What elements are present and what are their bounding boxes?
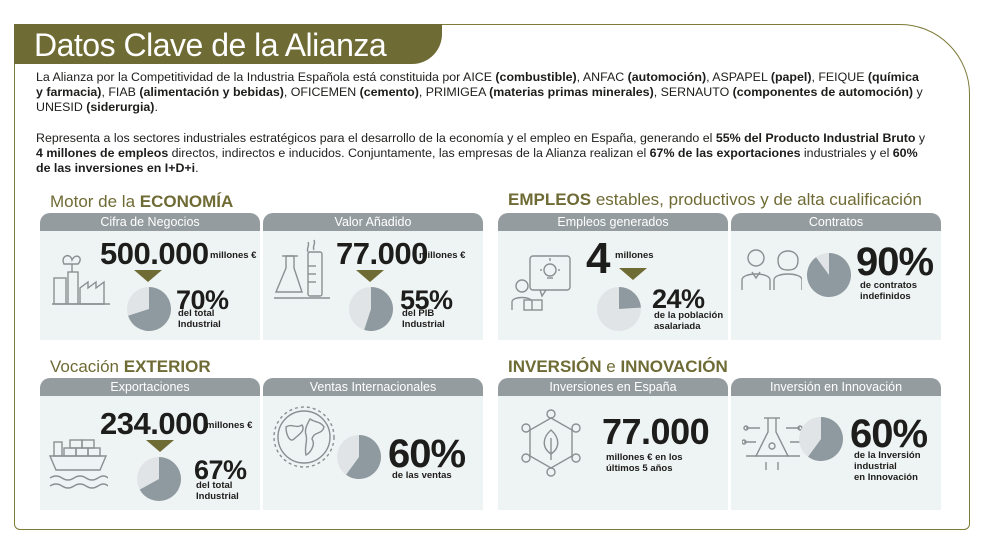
value-exportaciones: 234.000 bbox=[100, 406, 209, 441]
unit-empleos-generados: millones bbox=[615, 250, 654, 261]
tab-cifra-negocios: Cifra de Negocios bbox=[40, 213, 260, 231]
section-title-empleos: EMPLEOS estables, productivos y de alta … bbox=[508, 190, 922, 209]
pie-slice bbox=[807, 253, 851, 297]
value-cifra-negocios: 500.000 bbox=[100, 236, 209, 271]
section-title-economia: Motor de la ECONOMÍA bbox=[50, 192, 234, 211]
pie-slice bbox=[619, 287, 641, 309]
intro-text-run: Representa a los sectores industriales e… bbox=[36, 131, 716, 145]
sub-contratos: de contratos indefinidos bbox=[860, 280, 918, 302]
unit-valor-anadido: millones € bbox=[419, 250, 466, 261]
pct-contratos: 90% bbox=[856, 240, 934, 284]
pie-inversion-innovacion bbox=[799, 417, 843, 461]
intro-paragraph-1: La Alianza por la Competitividad de la I… bbox=[36, 70, 926, 115]
pct-inversion-innovacion: 60% bbox=[850, 412, 928, 456]
circuit-flask-icon bbox=[742, 417, 804, 470]
pointer-triangle bbox=[356, 270, 384, 282]
pie-slice bbox=[128, 287, 171, 331]
value-inversiones-espana: 77.000 bbox=[602, 411, 710, 452]
tab-inversiones-espana: Inversiones en España bbox=[498, 378, 728, 396]
intro-text-run: , OFICEMEN bbox=[283, 85, 360, 99]
pie-valor-anadido bbox=[349, 287, 393, 331]
pct-valor-anadido: 55% bbox=[400, 285, 453, 315]
intro-text-run: , PRIMIGEA bbox=[418, 85, 490, 99]
pct-empleos-generados: 24% bbox=[652, 284, 705, 314]
pointer-triangle bbox=[619, 268, 647, 280]
intro-text-run: y UNESID bbox=[36, 85, 923, 114]
intro-bold-run: (materias primas minerales) bbox=[489, 85, 654, 99]
intro-bold-run: (cemento) bbox=[359, 85, 419, 99]
intro-text-run: . bbox=[154, 100, 158, 114]
pie-slice bbox=[139, 457, 181, 501]
intro-bold-run: 55% del Producto Industrial Bruto bbox=[715, 131, 916, 145]
idea-worker-icon bbox=[511, 255, 571, 311]
sub-exportaciones: del total Industrial bbox=[196, 480, 239, 502]
intro-bold-run: (siderurgia) bbox=[86, 100, 155, 114]
pointer-triangle bbox=[134, 270, 162, 282]
intro-text-run: . bbox=[195, 161, 199, 175]
intro-text-run: industriales y el bbox=[800, 146, 893, 160]
intro-bold-run: 67% de las exportaciones bbox=[649, 146, 801, 160]
value-empleos-generados: 4 bbox=[586, 234, 610, 283]
pct-cifra-negocios: 70% bbox=[176, 285, 229, 315]
cargo-ship-icon bbox=[48, 439, 108, 489]
intro-text-run: , ANFAC bbox=[576, 70, 628, 84]
intro-text-run: , FIAB bbox=[101, 85, 140, 99]
pie-contratos bbox=[807, 253, 851, 297]
value-valor-anadido: 77.000 bbox=[336, 236, 428, 271]
sub-inversion-innovacion: de la Inversión industrial en Innovación bbox=[854, 450, 921, 483]
factory-icon bbox=[52, 254, 110, 305]
title-banner bbox=[14, 24, 442, 64]
tab-valor-anadido: Valor Añadido bbox=[263, 213, 483, 231]
intro-text-run: , SERNAUTO bbox=[653, 85, 733, 99]
sub-empleos-generados: de la población asalariada bbox=[654, 310, 724, 332]
intro-bold-run: 4 millones de empleos bbox=[36, 146, 169, 160]
section-title-inversion: INVERSIÓN e INNOVACIÓN bbox=[508, 357, 728, 376]
tab-inversion-innovacion: Inversión en Innovación bbox=[731, 378, 941, 396]
unit-cifra-negocios: millones € bbox=[210, 250, 257, 261]
unit-exportaciones: millones € bbox=[206, 420, 253, 431]
tab-exportaciones: Exportaciones bbox=[40, 378, 260, 396]
page-title: Datos Clave de la Alianza bbox=[34, 27, 387, 63]
pie-slice bbox=[808, 417, 843, 461]
intro-bold-run: (componentes de automoción) bbox=[732, 85, 914, 99]
pie-ventas-internacionales bbox=[337, 435, 381, 479]
tab-contratos: Contratos bbox=[731, 213, 941, 231]
panel-inversiones-espana bbox=[498, 396, 728, 510]
lab-flask-icon bbox=[274, 239, 330, 299]
globe-icon bbox=[273, 406, 335, 468]
intro-paragraph-2: Representa a los sectores industriales e… bbox=[36, 131, 926, 176]
sub-inversiones-espana: millones € en los últimos 5 años bbox=[606, 452, 683, 474]
pointer-triangle bbox=[146, 440, 174, 452]
pie-empleos-generados bbox=[597, 287, 641, 331]
outer-frame bbox=[14, 24, 970, 530]
intro-text-run: , ASPAPEL bbox=[706, 70, 771, 84]
sub-valor-anadido: del PIB Industrial bbox=[402, 308, 445, 330]
pct-ventas-internacionales: 60% bbox=[388, 432, 466, 476]
intro-text-run: y bbox=[915, 131, 926, 145]
intro-text-run: directos, indirectos e inducidos. Conjun… bbox=[168, 146, 650, 160]
tab-empleos-generados: Empleos generados bbox=[498, 213, 728, 231]
pie-slice bbox=[346, 435, 381, 479]
intro-bold-run: (papel) bbox=[770, 70, 812, 84]
network-leaf-icon bbox=[521, 409, 581, 477]
intro-text-run: La Alianza por la Competitividad de la I… bbox=[36, 70, 496, 84]
intro-text-run: , FEIQUE bbox=[811, 70, 868, 84]
sub-ventas-internacionales: de las ventas bbox=[392, 470, 452, 481]
pie-slice bbox=[364, 287, 393, 331]
intro-bold-run: (combustible) bbox=[495, 70, 577, 84]
pie-cifra-negocios bbox=[127, 287, 171, 331]
sub-cifra-negocios: del total Industrial bbox=[178, 308, 221, 330]
intro-bold-run: 60% de las inversiones en I+D+i bbox=[36, 146, 918, 175]
tab-ventas-internacionales: Ventas Internacionales bbox=[263, 378, 483, 396]
pct-exportaciones: 67% bbox=[194, 455, 247, 485]
section-title-exterior: Vocación EXTERIOR bbox=[50, 357, 211, 376]
intro-bold-run: (química y farmacia) bbox=[36, 70, 919, 99]
intro-bold-run: (alimentación y bebidas) bbox=[139, 85, 284, 99]
intro-bold-run: (automoción) bbox=[627, 70, 707, 84]
people-icon bbox=[741, 249, 802, 290]
pie-exportaciones bbox=[137, 457, 181, 501]
